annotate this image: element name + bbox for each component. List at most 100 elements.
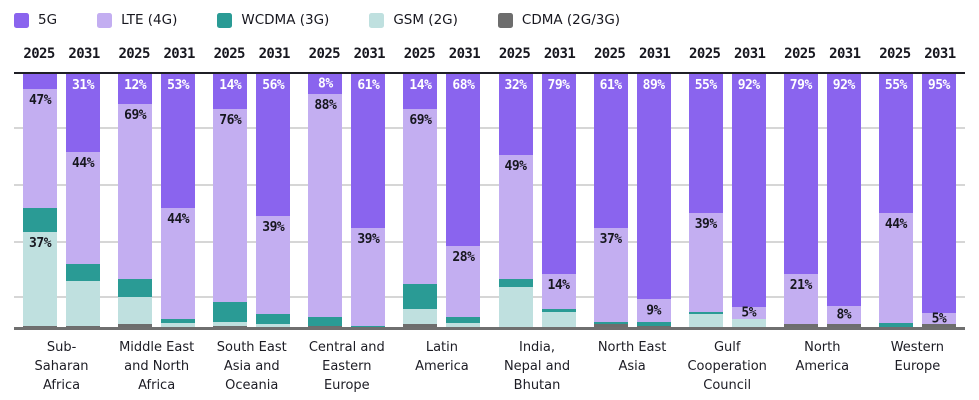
bar-segment-gsm <box>118 296 153 325</box>
segment-value-label: 49% <box>504 158 527 174</box>
stacked-bar-2031: 95% 5% <box>921 74 956 327</box>
region-label: Latin America <box>415 340 469 374</box>
stacked-bar-2031: 79% 14% <box>541 74 576 328</box>
legend-swatch-5g-icon <box>14 12 29 28</box>
segment-value-label: 79% <box>789 78 812 93</box>
stacked-bar-2025: 14% 69% <box>403 74 438 327</box>
bar-segment-wcdma <box>161 319 196 324</box>
stacked-bar-2031: 89% 9% <box>636 74 671 327</box>
bar-segment-lte: 49% <box>498 154 533 279</box>
segment-value-label: 92% <box>737 78 760 93</box>
segment-value-label: 21% <box>789 277 812 293</box>
bar-segment-lte: 5% <box>731 305 766 321</box>
bar-segment-lte: 14% <box>541 273 576 310</box>
year-label: 2031 <box>68 46 100 62</box>
bar-segment-cdma <box>921 324 956 327</box>
bar-segment-gsm <box>161 323 196 327</box>
bar-segment-5g: 92% <box>826 74 861 306</box>
bar-segment-5g: 8% <box>308 74 343 95</box>
legend: 5G LTE (4G) WCDMA (3G) GSM (2G) CDMA (2G… <box>0 0 979 31</box>
bar-segment-lte: 21% <box>783 273 818 325</box>
year-pair: 2025 2031 <box>204 46 299 66</box>
segment-value-label: 55% <box>694 78 717 93</box>
bar-segment-5g: 61% <box>351 74 386 229</box>
year-label: 2031 <box>734 46 766 62</box>
bar-segment-wcdma <box>403 283 438 310</box>
stacked-bar-2025: 8% 88% <box>308 74 343 327</box>
bar-segment-wcdma <box>213 301 248 322</box>
segment-value-label: 68% <box>452 78 475 93</box>
bar-segment-lte: 69% <box>118 104 153 279</box>
bar-segment-lte: 28% <box>446 246 481 317</box>
segment-value-label: 39% <box>357 232 380 248</box>
region-label: South East Asia and Oceania <box>216 340 287 393</box>
legend-label: LTE (4G) <box>121 12 178 28</box>
year-label: 2031 <box>543 46 576 62</box>
bar-segment-5g: 92% <box>731 74 766 307</box>
stacked-bar-2031: 31% 44% <box>66 74 101 327</box>
year-pair: 2025 2031 <box>775 46 870 66</box>
year-label: 2025 <box>23 46 55 62</box>
bar-segment-wcdma <box>351 325 386 327</box>
bar-pair: 61% 37% 89% 9% <box>585 74 680 327</box>
bar-segment-wcdma <box>23 208 58 233</box>
region-label: Western Europe <box>890 340 945 374</box>
legend-label: GSM (2G) <box>393 12 458 28</box>
segment-value-label: 14% <box>219 78 242 93</box>
segment-value-label: 8% <box>318 76 333 92</box>
bar-segment-gsm <box>498 286 533 327</box>
bar-segment-lte: 39% <box>688 213 723 312</box>
bar-segment-lte: 39% <box>256 215 291 315</box>
segment-value-label: 39% <box>694 217 717 233</box>
bar-segment-wcdma <box>541 309 576 312</box>
bar-segment-5g: 14% <box>403 74 438 110</box>
stacked-bar-2031: 53% 44% <box>161 74 196 327</box>
year-label: 2031 <box>258 46 291 62</box>
bar-segment-lte: 69% <box>403 109 438 284</box>
segment-value-label: 39% <box>262 219 285 235</box>
bar-segment-wcdma <box>446 316 481 324</box>
segment-value-label: 53% <box>167 78 190 93</box>
year-label: 2031 <box>353 46 386 62</box>
segment-value-label: 95% <box>927 78 950 93</box>
bar-segment-wcdma <box>688 311 723 315</box>
bar-segment-5g: 61% <box>593 74 628 229</box>
bar-segment-cdma <box>118 324 153 327</box>
bar-segment-lte: 8% <box>826 305 861 325</box>
segment-value-label: 44% <box>72 156 95 172</box>
legend-label: CDMA (2G/3G) <box>521 12 621 28</box>
bar-segment-wcdma <box>256 314 291 325</box>
bar-segment-wcdma <box>636 321 671 326</box>
year-label: 2031 <box>448 46 481 62</box>
segment-value-label: 69% <box>124 108 147 124</box>
bar-segment-gsm: 37% <box>23 232 58 326</box>
bar-segment-5g: 68% <box>446 74 481 247</box>
bar-pair: 14% 76% 56% 39% <box>204 74 299 328</box>
bar-segment-lte: 47% <box>23 89 58 209</box>
bar-pair: 47% 37% 31% 44% <box>14 74 109 327</box>
segment-value-label: 12% <box>124 78 147 93</box>
bars-row: 47% 37% 31% 44% 12% 69% 53% 44% 14% 76% 56% 39% 8% 88… <box>14 74 965 328</box>
x-axis-baseline <box>14 326 965 330</box>
year-pair: 2025 2031 <box>109 46 204 66</box>
segment-value-label: 37% <box>29 236 52 252</box>
year-label: 2025 <box>879 46 911 62</box>
bar-segment-wcdma <box>878 323 913 328</box>
bar-segment-lte: 44% <box>161 208 196 320</box>
bar-segment-5g: 55% <box>878 74 913 214</box>
year-label: 2031 <box>638 46 671 62</box>
year-pair: 2025 2031 <box>14 46 109 66</box>
bar-segment-5g: 95% <box>921 74 956 314</box>
bar-segment-lte: 37% <box>593 228 628 322</box>
stacked-bar-2025: 32% 49% <box>498 74 533 327</box>
bar-segment-5g: 55% <box>688 74 723 214</box>
segment-value-label: 5% <box>741 305 757 321</box>
segment-value-label: 44% <box>884 217 907 233</box>
bar-segment-cdma <box>783 324 818 327</box>
segment-value-label: 55% <box>884 78 907 93</box>
year-label: 2031 <box>163 46 195 62</box>
segment-value-label: 5% <box>931 311 947 327</box>
segment-value-label: 44% <box>167 212 190 228</box>
years-row: 2025 2031 2025 2031 2025 2031 2025 2031 2025 2031… <box>14 46 965 66</box>
legend-swatch-cdma-icon <box>497 12 513 28</box>
